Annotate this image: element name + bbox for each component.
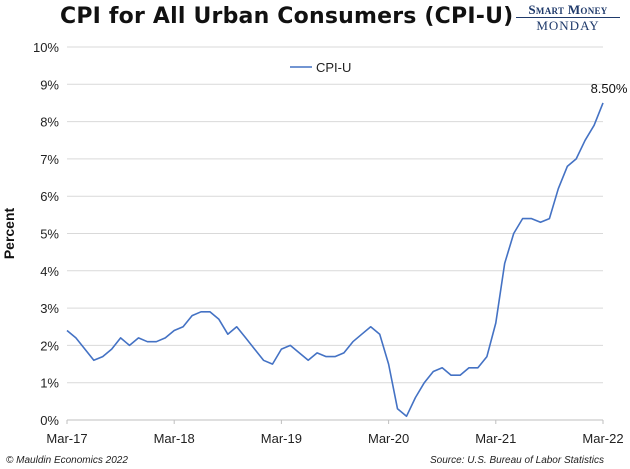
series-line-cpi-u [66,102,604,418]
chart-title: CPI for All Urban Consumers (CPI-U) [60,4,514,29]
y-tick-label: 0% [40,413,59,428]
x-tick-label: Mar-18 [154,431,195,446]
source-note: Source: U.S. Bureau of Labor Statistics [430,455,604,466]
y-tick-label: 7% [40,152,59,167]
x-tick-label: Mar-21 [475,431,516,446]
x-tick-label: Mar-17 [46,431,87,446]
y-tick-label: 3% [40,301,59,316]
smart-money-monday-logo: Smart Money MONDAY [514,2,622,33]
logo-line-1: Smart Money [528,2,608,17]
logo-line-2: MONDAY [536,18,600,33]
y-tick-label: 8% [40,115,59,130]
x-tick-label: Mar-19 [261,431,302,446]
y-tick-label: 2% [40,338,59,353]
y-tick-label: 6% [40,189,59,204]
y-axis-label: Percent [1,207,17,259]
y-tick-label: 9% [40,77,59,92]
y-tick-label: 1% [40,376,59,391]
legend-label: CPI-U [316,60,351,75]
logo-divider [516,17,620,18]
x-tick-label: Mar-20 [368,431,409,446]
y-tick-label: 10% [33,40,59,55]
y-tick-label: 5% [40,227,59,242]
data-label-latest: 8.50% [591,81,628,96]
copyright-note: © Mauldin Economics 2022 [6,455,128,466]
y-tick-label: 4% [40,264,59,279]
x-tick-label: Mar-22 [582,431,623,446]
